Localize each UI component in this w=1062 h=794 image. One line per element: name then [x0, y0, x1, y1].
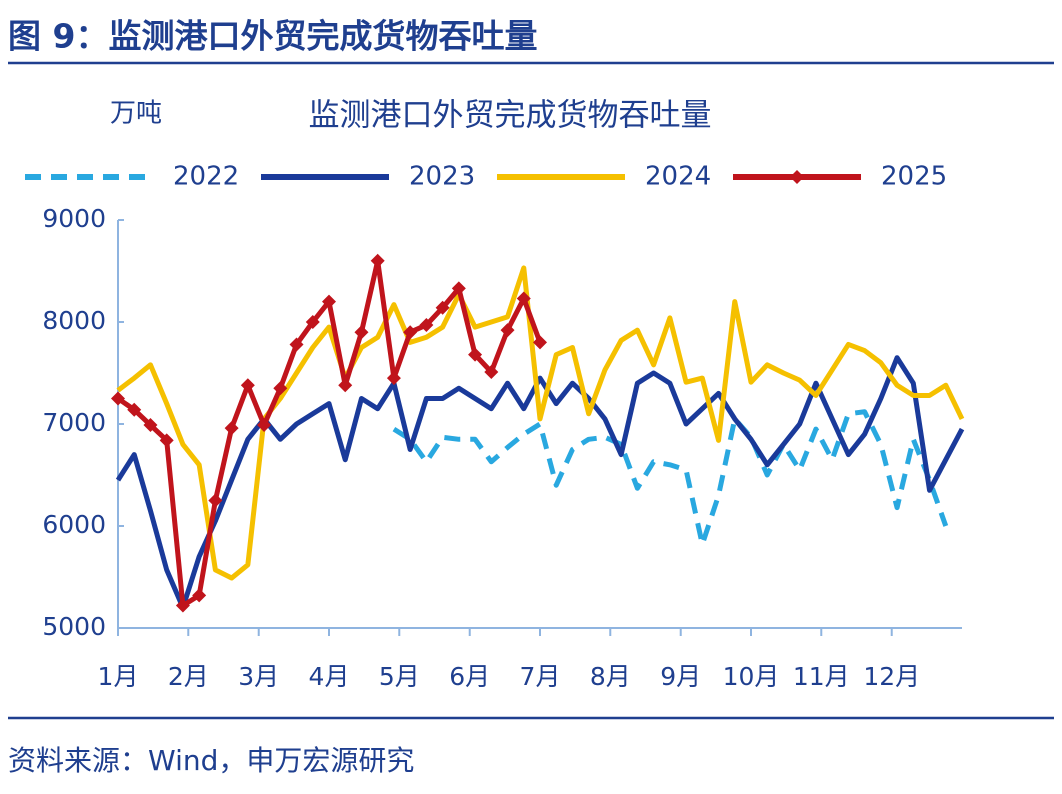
series-marker [143, 418, 158, 433]
legend-label: 2024 [645, 162, 711, 192]
series-marker [224, 421, 239, 436]
series-marker [192, 588, 207, 603]
x-tick-label: 12月 [863, 662, 920, 691]
series-marker [484, 364, 499, 379]
series-marker [127, 402, 142, 417]
source: 资料来源：Wind，申万宏源研究 [8, 744, 414, 777]
series-marker [435, 300, 450, 315]
x-tick-label: 5月 [379, 662, 420, 691]
y-tick-label: 6000 [42, 510, 106, 539]
series-marker [175, 598, 190, 613]
figure-title: 图 9：监测港口外贸完成货物吞吐量 [8, 17, 537, 56]
series-marker [305, 315, 320, 329]
series-line [116, 258, 543, 609]
series-marker [338, 378, 353, 393]
y-tick-label: 5000 [42, 612, 106, 641]
series-marker [451, 281, 466, 296]
x-tick-label: 11月 [793, 662, 850, 691]
legend-label: 2022 [173, 162, 239, 192]
x-tick-label: 3月 [238, 662, 279, 691]
x-tick-label: 4月 [309, 662, 350, 691]
chart-title: 监测港口外贸完成货物吞吐量 [309, 98, 712, 134]
series-marker [159, 433, 174, 448]
y-tick-label: 8000 [42, 306, 106, 335]
series-marker [468, 347, 483, 362]
series-marker [500, 323, 515, 338]
series-marker [370, 253, 385, 268]
series-marker [289, 337, 304, 352]
series-marker [240, 378, 255, 393]
series-marker [419, 318, 434, 333]
legend-label: 2023 [409, 162, 475, 192]
y-unit: 万吨 [110, 99, 162, 129]
x-tick-label: 9月 [660, 662, 701, 691]
x-tick-label: 6月 [449, 662, 490, 691]
series-line [392, 409, 949, 547]
series-marker [273, 381, 288, 396]
y-tick-label: 7000 [42, 408, 106, 437]
series-line [116, 265, 965, 581]
legend-label: 2025 [881, 162, 947, 192]
x-tick-label: 1月 [98, 662, 139, 691]
x-tick-label: 10月 [723, 662, 780, 691]
x-tick-label: 8月 [590, 662, 631, 691]
x-tick-label: 7月 [520, 662, 561, 691]
legend-marker [790, 170, 804, 184]
series-marker [516, 291, 531, 306]
y-tick-label: 9000 [42, 204, 106, 233]
x-tick-label: 2月 [168, 662, 209, 691]
series-marker [354, 325, 369, 340]
series-marker [111, 391, 125, 406]
series-marker [533, 335, 547, 350]
series-marker [322, 294, 336, 309]
series-marker [403, 325, 418, 340]
series-marker [386, 371, 401, 386]
series-marker [208, 493, 223, 508]
series-marker [257, 418, 272, 433]
